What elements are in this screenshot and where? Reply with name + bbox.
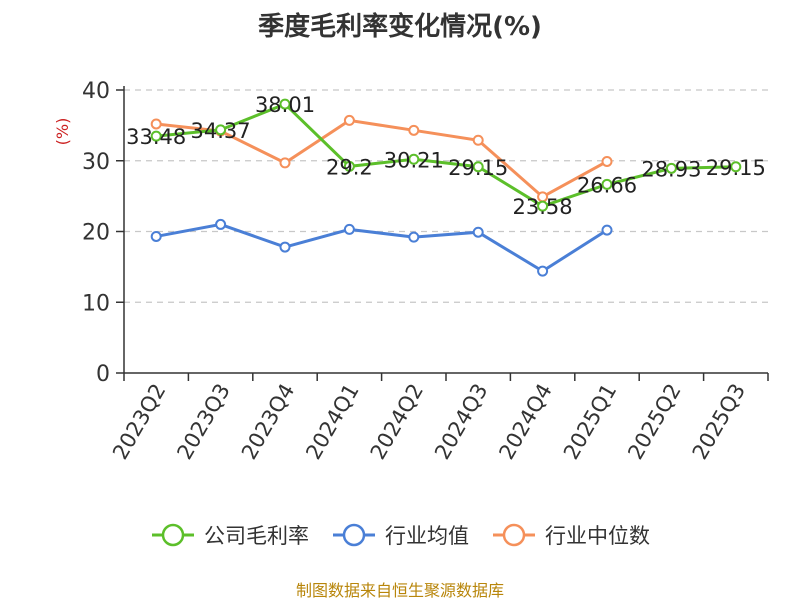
- legend-item: 行业均值: [331, 520, 469, 550]
- legend-swatch-marker: [342, 523, 366, 547]
- data-point: [215, 124, 227, 136]
- data-label: 34.37: [191, 119, 251, 143]
- data-label: 29.15: [706, 156, 766, 180]
- legend-swatch-marker: [161, 523, 185, 547]
- data-point: [665, 162, 677, 174]
- data-point: [279, 241, 291, 253]
- data-label: 30.21: [384, 148, 444, 172]
- data-point: [472, 161, 484, 173]
- data-point: [150, 118, 162, 130]
- series-line-0: [156, 102, 736, 208]
- legend-swatch-icon: [152, 523, 194, 547]
- x-tick-label: 2024Q1: [301, 380, 363, 464]
- data-point: [150, 130, 162, 142]
- data-label: 33.48: [126, 125, 186, 149]
- data-point: [601, 224, 613, 236]
- data-point: [343, 223, 355, 235]
- series-line-1: [155, 222, 608, 273]
- data-point: [601, 155, 613, 167]
- y-tick-label: 20: [82, 221, 110, 246]
- chart-title: 季度毛利率变化情况(%): [258, 12, 542, 42]
- legend-swatch-marker: [502, 523, 526, 547]
- data-label: 38.01: [255, 93, 315, 117]
- x-tick-label: 2023Q3: [172, 380, 234, 464]
- y-axis-label: (%): [53, 118, 72, 146]
- legend-item: 行业中位数: [491, 520, 650, 550]
- data-point: [279, 98, 291, 110]
- data-point: [215, 218, 227, 230]
- x-tick-label: 2025Q3: [688, 380, 750, 464]
- data-point: [408, 153, 420, 165]
- data-point: [408, 124, 420, 136]
- x-tick-label: 2024Q4: [494, 380, 556, 464]
- series-line-2: [156, 118, 608, 199]
- data-point: [730, 161, 742, 173]
- x-tick-label: 2023Q4: [237, 380, 299, 464]
- legend-swatch-icon: [493, 523, 535, 547]
- legend-label: 公司毛利率: [204, 524, 309, 548]
- data-point: [150, 230, 162, 242]
- data-label: 28.93: [641, 157, 701, 181]
- data-label: 29.15: [448, 156, 508, 180]
- data-point: [472, 134, 484, 146]
- data-point: [343, 114, 355, 126]
- y-tick-label: 30: [82, 150, 110, 175]
- y-tick-label: 0: [96, 362, 110, 387]
- legend-item: 公司毛利率: [150, 520, 309, 550]
- data-label: 29.2: [326, 155, 373, 179]
- source-footer: 制图数据来自恒生聚源数据库: [295, 581, 504, 600]
- x-tick-label: 2025Q1: [559, 380, 621, 464]
- x-tick-label: 2023Q2: [108, 380, 170, 464]
- data-point: [279, 157, 291, 169]
- y-tick-label: 10: [82, 291, 110, 316]
- data-point: [408, 231, 420, 243]
- x-tick-label: 2024Q3: [430, 380, 492, 464]
- x-tick-label: 2024Q2: [366, 380, 428, 464]
- x-tick-label: 2025Q2: [623, 380, 685, 464]
- legend-label: 行业中位数: [545, 524, 650, 548]
- data-label: 23.58: [513, 195, 573, 219]
- data-point: [343, 160, 355, 172]
- data-point: [601, 178, 613, 190]
- y-tick-label: 40: [82, 79, 110, 104]
- chart-legend: 公司毛利率 行业均值 行业中位数: [0, 520, 800, 550]
- legend-swatch-icon: [333, 523, 375, 547]
- data-point: [472, 226, 484, 238]
- legend-label: 行业均值: [385, 524, 469, 548]
- data-point: [537, 265, 549, 277]
- data-label: 26.66: [577, 173, 637, 197]
- data-point: [537, 200, 549, 212]
